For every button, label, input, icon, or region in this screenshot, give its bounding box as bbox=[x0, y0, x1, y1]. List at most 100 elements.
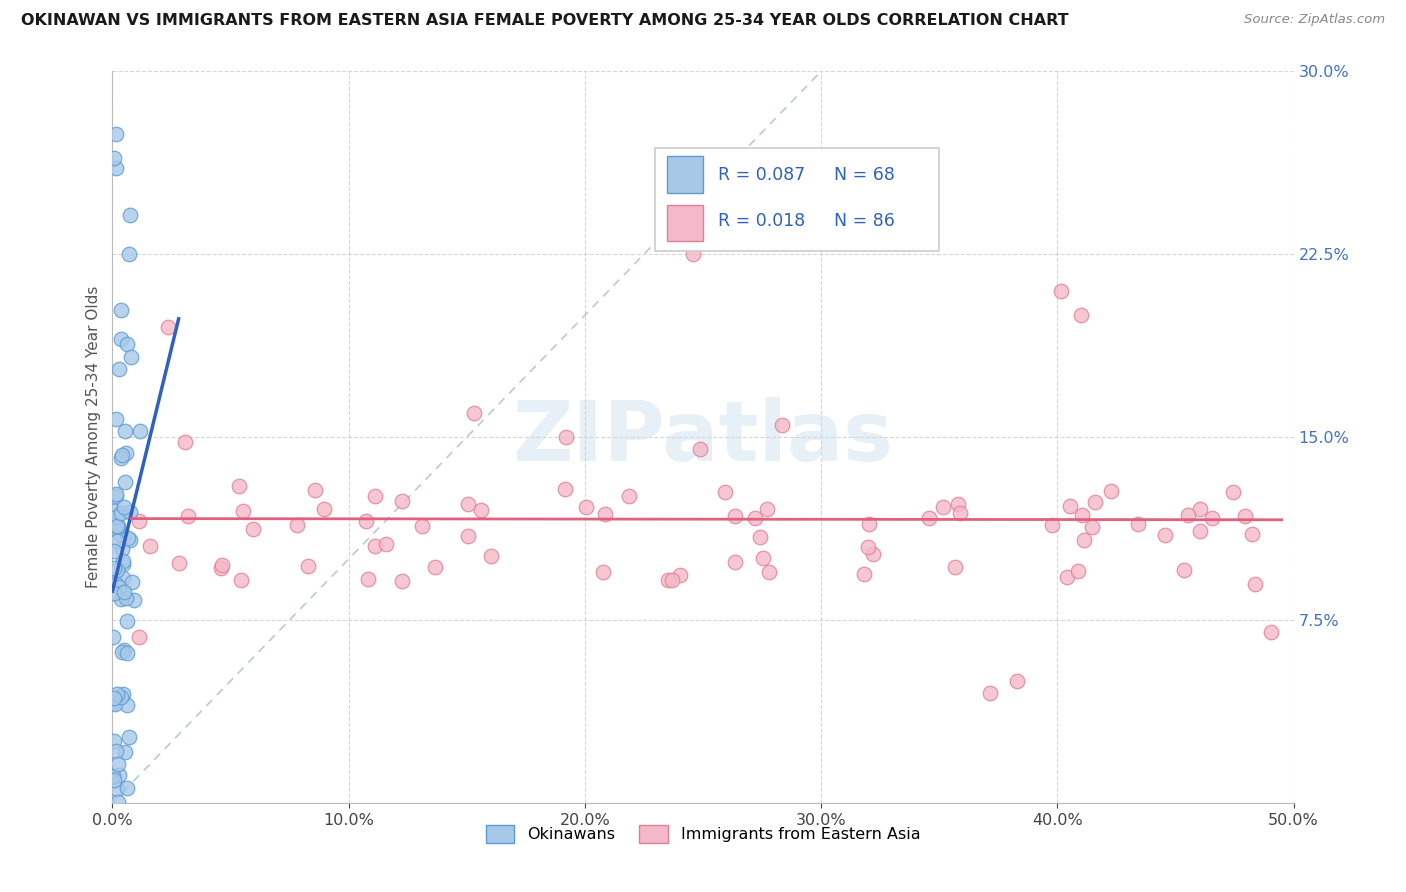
Point bbox=[103, 690, 125, 705]
Point bbox=[169, 556, 191, 570]
Point bbox=[661, 573, 683, 587]
Point bbox=[105, 534, 128, 549]
Point bbox=[101, 696, 124, 710]
Point bbox=[107, 768, 129, 782]
Point bbox=[105, 412, 128, 426]
Point bbox=[1073, 533, 1095, 547]
Point bbox=[714, 485, 737, 500]
Point bbox=[107, 757, 129, 772]
Point bbox=[1222, 485, 1244, 500]
Point bbox=[114, 475, 136, 489]
Point bbox=[463, 406, 485, 420]
Point bbox=[657, 574, 679, 588]
Point bbox=[176, 508, 198, 523]
Point bbox=[105, 744, 128, 758]
Point bbox=[918, 511, 941, 525]
Point bbox=[744, 510, 766, 524]
Point bbox=[457, 529, 479, 543]
Point bbox=[593, 507, 616, 521]
Point bbox=[120, 350, 142, 364]
Point bbox=[111, 541, 134, 556]
Point bbox=[946, 497, 969, 511]
Point bbox=[105, 782, 128, 797]
Point bbox=[111, 571, 134, 585]
Point bbox=[304, 483, 326, 497]
Point bbox=[1042, 518, 1064, 533]
Point bbox=[1188, 524, 1211, 539]
Point bbox=[112, 643, 135, 657]
Point bbox=[770, 417, 793, 432]
Point bbox=[229, 574, 252, 588]
Point bbox=[852, 566, 875, 581]
Point bbox=[314, 501, 336, 516]
FancyBboxPatch shape bbox=[655, 148, 939, 252]
Point bbox=[110, 303, 132, 318]
Point bbox=[1154, 528, 1177, 542]
Point bbox=[121, 575, 143, 590]
Point bbox=[411, 518, 433, 533]
Point bbox=[101, 630, 124, 644]
Point bbox=[297, 558, 319, 573]
Point bbox=[128, 514, 150, 528]
Point bbox=[285, 518, 308, 533]
Point bbox=[115, 781, 138, 796]
Point bbox=[105, 161, 128, 176]
Text: OKINAWAN VS IMMIGRANTS FROM EASTERN ASIA FEMALE POVERTY AMONG 25-34 YEAR OLDS CO: OKINAWAN VS IMMIGRANTS FROM EASTERN ASIA… bbox=[21, 13, 1069, 29]
Point bbox=[105, 576, 128, 591]
Point bbox=[118, 533, 141, 547]
Point bbox=[110, 690, 132, 704]
Point bbox=[354, 514, 377, 528]
Point bbox=[1099, 484, 1122, 499]
Point bbox=[758, 566, 780, 580]
Point bbox=[723, 555, 745, 569]
Point bbox=[108, 362, 131, 376]
Point bbox=[115, 698, 138, 712]
Point bbox=[111, 554, 134, 568]
Point bbox=[114, 425, 136, 439]
Point bbox=[457, 497, 479, 511]
Point bbox=[118, 247, 141, 261]
Point bbox=[103, 504, 125, 518]
Point bbox=[112, 500, 135, 514]
Point bbox=[105, 687, 128, 701]
Point bbox=[228, 479, 250, 493]
Point bbox=[117, 531, 139, 545]
Point bbox=[103, 586, 125, 600]
Legend: Okinawans, Immigrants from Eastern Asia: Okinawans, Immigrants from Eastern Asia bbox=[479, 819, 927, 850]
Point bbox=[118, 505, 141, 519]
Point bbox=[107, 518, 129, 533]
Text: N = 68: N = 68 bbox=[834, 166, 894, 184]
Point bbox=[111, 448, 134, 462]
Point bbox=[479, 549, 502, 563]
Point bbox=[110, 332, 132, 346]
Point bbox=[752, 550, 775, 565]
Point bbox=[979, 686, 1001, 700]
Point bbox=[242, 522, 264, 536]
FancyBboxPatch shape bbox=[666, 205, 703, 241]
Point bbox=[1177, 508, 1199, 522]
Point bbox=[554, 430, 576, 444]
Point bbox=[1005, 673, 1028, 688]
Point bbox=[364, 539, 387, 553]
Point bbox=[748, 530, 770, 544]
Point bbox=[1188, 502, 1211, 516]
Point bbox=[755, 502, 778, 516]
Point bbox=[105, 519, 128, 533]
Point bbox=[356, 573, 378, 587]
Point bbox=[122, 593, 145, 607]
Point bbox=[425, 559, 447, 574]
Point bbox=[1084, 495, 1107, 509]
Point bbox=[114, 446, 136, 460]
Point bbox=[209, 560, 232, 574]
Point bbox=[391, 494, 413, 508]
Point bbox=[103, 561, 125, 575]
Point bbox=[110, 591, 132, 606]
Text: ZIPatlas: ZIPatlas bbox=[513, 397, 893, 477]
Point bbox=[107, 795, 129, 809]
Point bbox=[1056, 570, 1078, 584]
Point bbox=[949, 506, 972, 520]
Point bbox=[1081, 519, 1104, 533]
Point bbox=[856, 541, 879, 555]
Point bbox=[115, 591, 138, 605]
Point bbox=[1260, 625, 1282, 640]
